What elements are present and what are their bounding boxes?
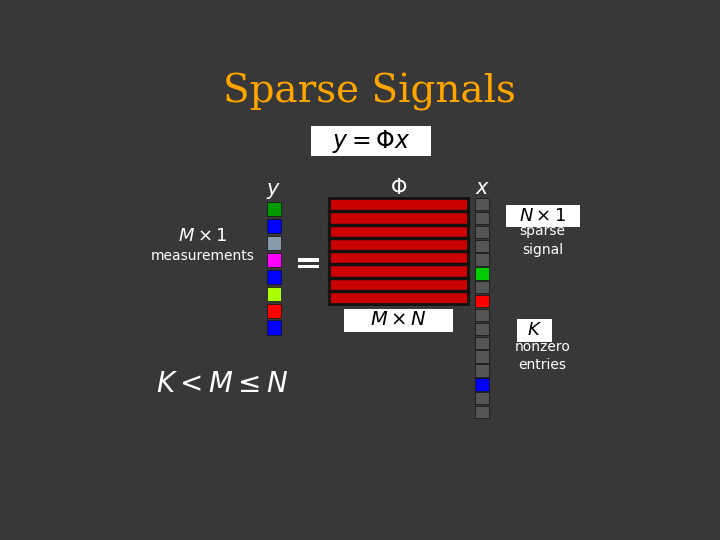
Bar <box>297 265 320 268</box>
Text: $\Phi$: $\Phi$ <box>390 178 407 198</box>
Bar <box>475 350 489 363</box>
Bar <box>266 219 281 233</box>
Bar <box>475 309 489 321</box>
Bar <box>266 202 281 217</box>
Text: $K$: $K$ <box>527 321 542 340</box>
Text: $y$: $y$ <box>266 181 282 201</box>
Bar <box>517 319 552 342</box>
Bar <box>344 309 453 332</box>
Text: $y = \Phi x$: $y = \Phi x$ <box>332 127 410 154</box>
Bar <box>266 253 281 267</box>
Text: $x$: $x$ <box>474 179 490 198</box>
Text: $K < M \leq N$: $K < M \leq N$ <box>156 371 288 398</box>
Text: $N \times 1$: $N \times 1$ <box>519 207 567 225</box>
Text: $M \times N$: $M \times N$ <box>370 312 427 329</box>
Bar <box>475 198 489 210</box>
Bar <box>311 126 431 156</box>
Bar <box>475 392 489 404</box>
Bar <box>266 320 281 335</box>
Bar <box>506 205 580 226</box>
Bar <box>475 267 489 280</box>
Text: Sparse Signals: Sparse Signals <box>222 73 516 111</box>
Text: $M \times 1$: $M \times 1$ <box>178 227 227 245</box>
Bar <box>475 378 489 390</box>
Bar <box>475 323 489 335</box>
Bar <box>475 240 489 252</box>
Bar <box>297 259 320 262</box>
Bar <box>266 287 281 301</box>
Bar <box>475 406 489 418</box>
Bar <box>266 236 281 251</box>
Bar <box>475 336 489 349</box>
Bar <box>475 253 489 266</box>
Bar <box>329 198 468 304</box>
Text: measurements: measurements <box>150 249 254 263</box>
Bar <box>475 295 489 307</box>
Text: sparse
signal: sparse signal <box>520 224 566 256</box>
Bar <box>266 269 281 284</box>
Text: nonzero
entries: nonzero entries <box>515 340 570 372</box>
Bar <box>475 281 489 294</box>
Bar <box>475 226 489 238</box>
Bar <box>475 364 489 377</box>
Bar <box>475 212 489 224</box>
Bar <box>266 303 281 318</box>
